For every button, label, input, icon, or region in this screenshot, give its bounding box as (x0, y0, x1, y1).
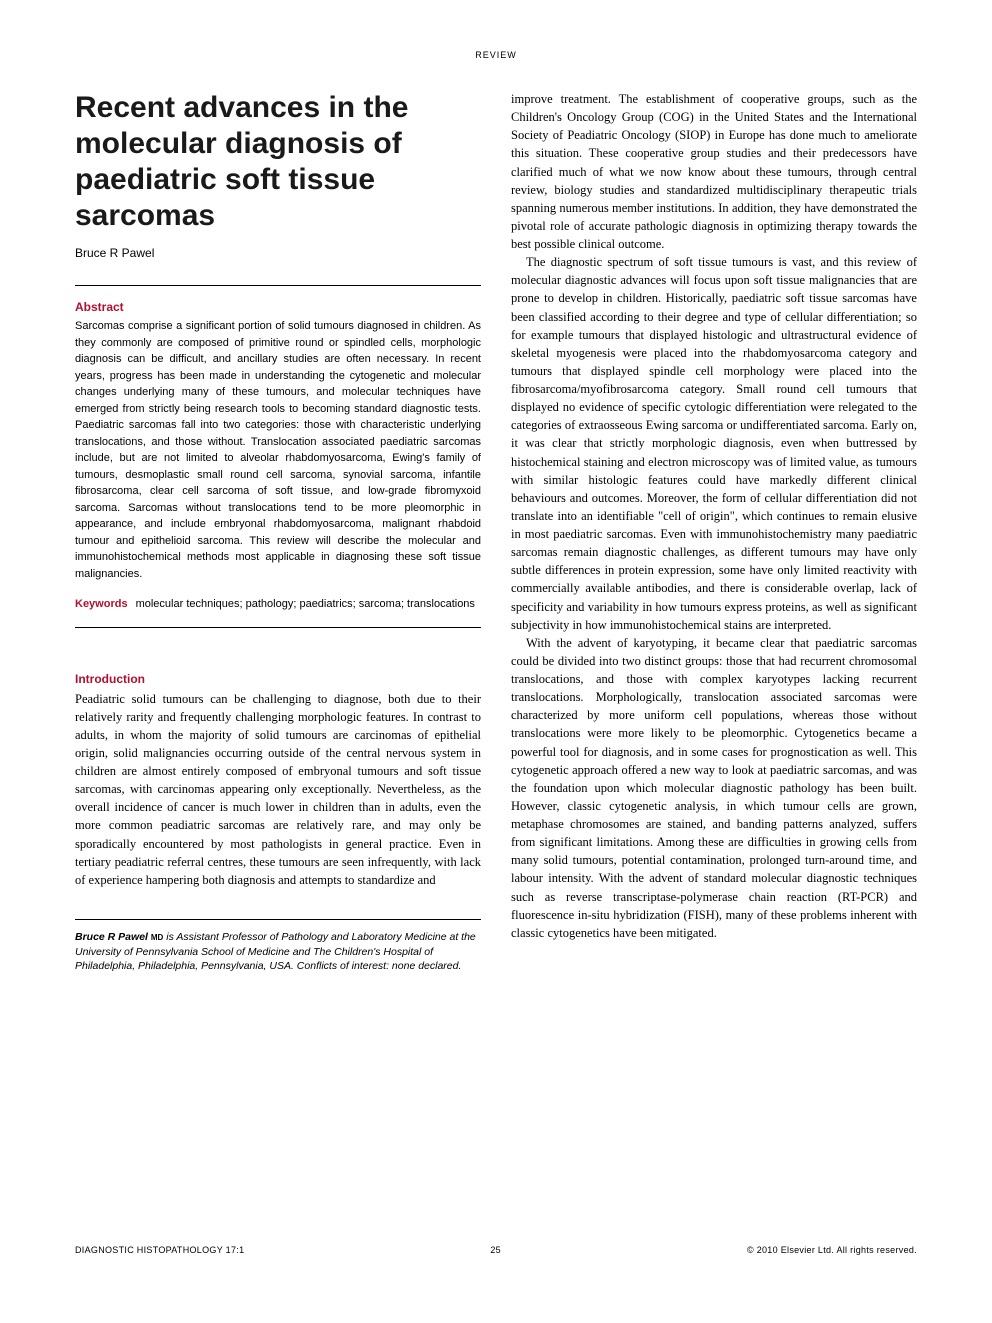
keywords-line: Keywords molecular techniques; pathology;… (75, 596, 481, 613)
abstract-text: Sarcomas comprise a significant portion … (75, 318, 481, 582)
intro-para-1: Peadiatric solid tumours can be challeng… (75, 690, 481, 889)
bio-block: Bruce R Pawel MD is Assistant Professor … (75, 919, 481, 974)
col2-para-3: With the advent of karyotyping, it becam… (511, 634, 917, 942)
abstract-block: Abstract Sarcomas comprise a significant… (75, 285, 481, 628)
abstract-heading: Abstract (75, 300, 481, 314)
title-block: Recent advances in the molecular diagnos… (75, 90, 481, 260)
col2-para-2: The diagnostic spectrum of soft tissue t… (511, 253, 917, 634)
keywords-label: Keywords (75, 598, 128, 610)
keywords-text: molecular techniques; pathology; paediat… (136, 598, 475, 610)
author-bio: Bruce R Pawel MD is Assistant Professor … (75, 930, 481, 974)
introduction-block: Introduction Peadiatric solid tumours ca… (75, 638, 481, 889)
bio-name: Bruce R Pawel (75, 931, 148, 943)
col2-para-1: improve treatment. The establishment of … (511, 90, 917, 253)
article-title: Recent advances in the molecular diagnos… (75, 90, 481, 234)
author-name: Bruce R Pawel (75, 246, 481, 260)
footer-journal: DIAGNOSTIC HISTOPATHOLOGY 17:1 (75, 1245, 244, 1255)
header-label: REVIEW (75, 50, 917, 60)
footer-page-number: 25 (490, 1245, 501, 1255)
divider (75, 285, 481, 286)
footer-copyright: © 2010 Elsevier Ltd. All rights reserved… (747, 1245, 917, 1255)
introduction-heading: Introduction (75, 672, 481, 686)
content-columns: Recent advances in the molecular diagnos… (75, 90, 917, 1220)
divider (75, 627, 481, 628)
page-footer: DIAGNOSTIC HISTOPATHOLOGY 17:1 25 © 2010… (75, 1245, 917, 1255)
divider (75, 919, 481, 920)
bio-credentials: MD (151, 933, 163, 942)
